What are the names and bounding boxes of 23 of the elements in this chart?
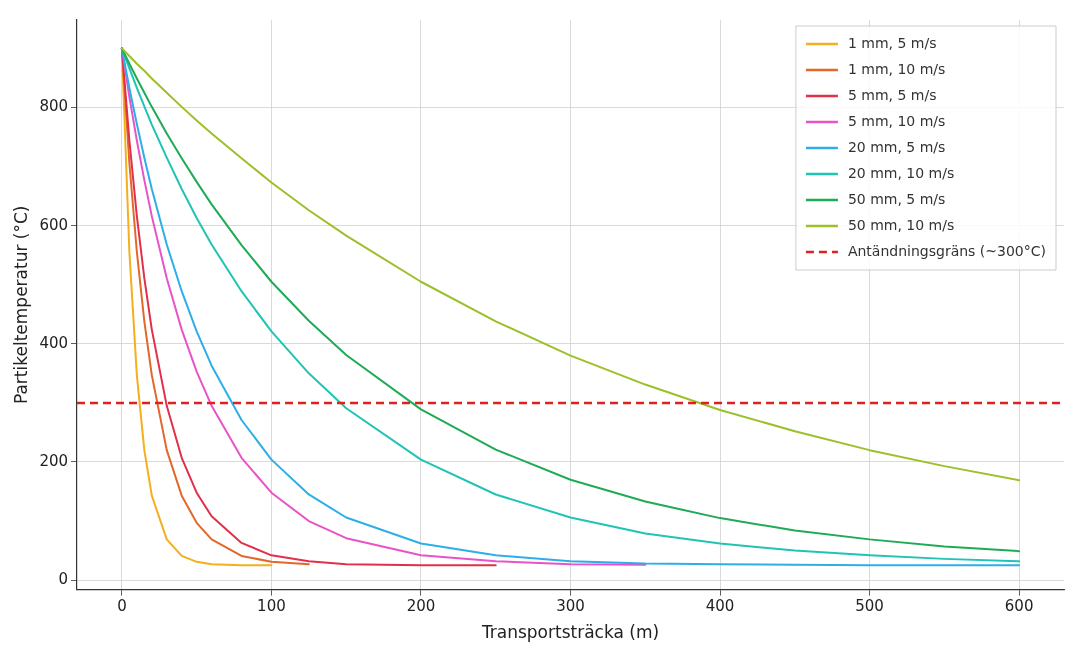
y-tick-label: 600 (39, 215, 69, 234)
legend-label: 20 mm, 5 m/s (847, 138, 946, 155)
x-axis-title: Transportsträcka (m) (480, 622, 660, 643)
legend-label: 50 mm, 10 m/s (847, 216, 955, 233)
y-axis-title: Partikeltemperatur (°C) (10, 205, 31, 405)
y-tick-label: 800 (39, 97, 69, 116)
legend-label: 1 mm, 10 m/s (847, 60, 946, 77)
legend-label: 5 mm, 5 m/s (847, 86, 937, 103)
x-tick-label: 100 (257, 597, 286, 616)
x-tick-label: 200 (406, 597, 436, 616)
x-tick-label: 300 (556, 597, 585, 616)
legend-label: 20 mm, 10 m/s (847, 164, 955, 181)
legend-label: 50 mm, 5 m/s (847, 190, 946, 207)
x-tick-label: 400 (705, 597, 735, 616)
y-tick-label: 0 (58, 570, 69, 589)
y-tick-label: 200 (39, 451, 69, 470)
legend-label: 5 mm, 10 m/s (847, 112, 946, 129)
legend-label: 1 mm, 5 m/s (847, 34, 937, 51)
x-tick-label: 500 (855, 597, 884, 616)
legend-label: Antändningsgräns (~300°C) (847, 242, 1047, 259)
x-tick-label: 600 (1004, 597, 1034, 616)
y-tick-label: 400 (39, 333, 69, 352)
x-tick-label: 0 (117, 597, 127, 616)
